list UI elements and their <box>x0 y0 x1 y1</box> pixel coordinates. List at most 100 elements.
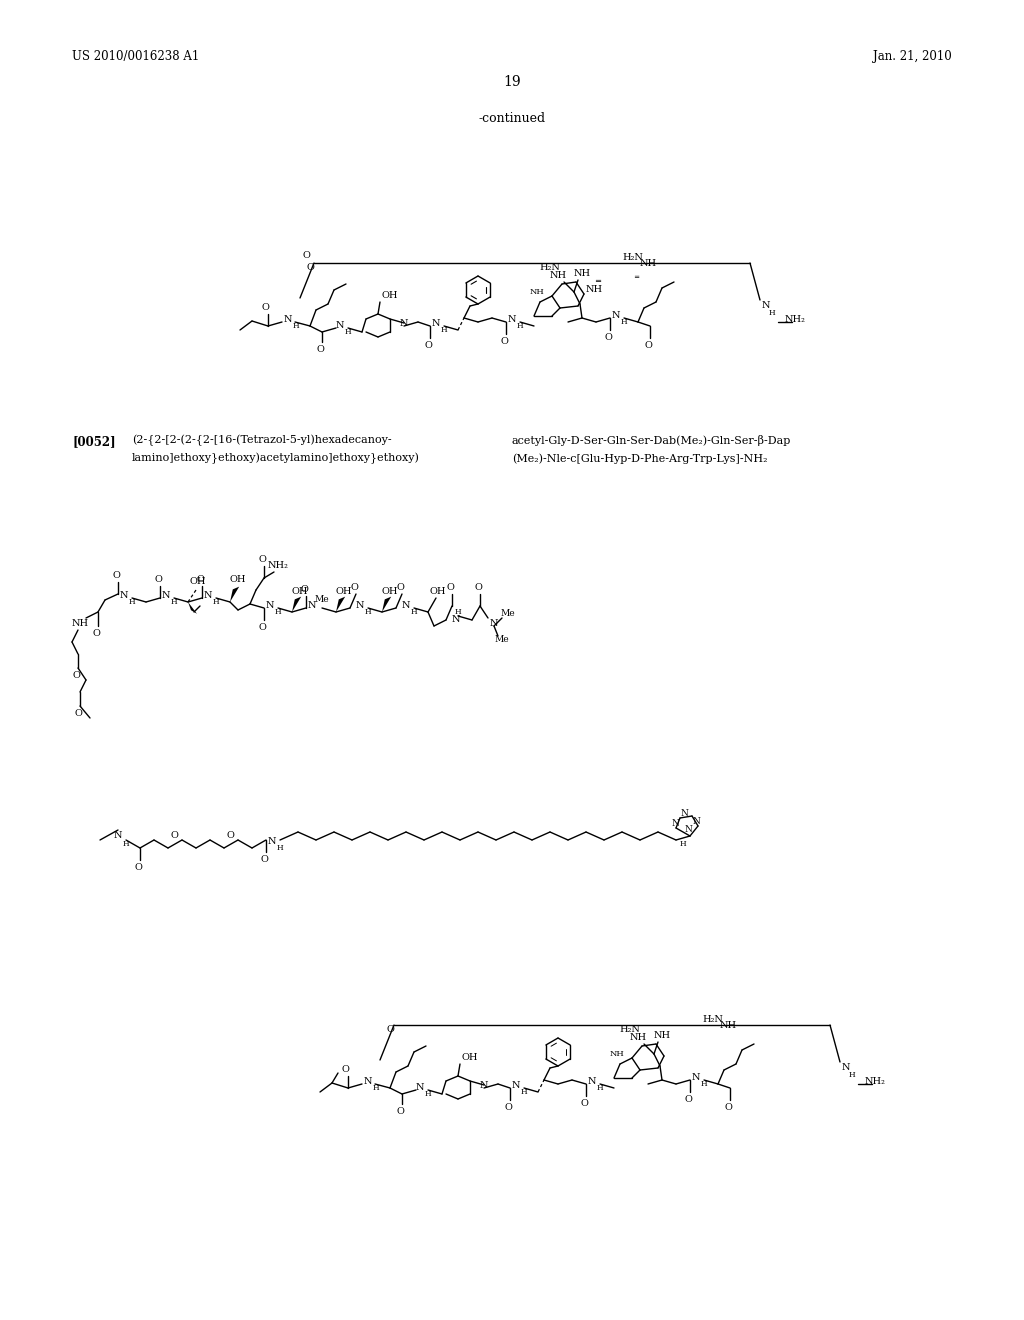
Text: O: O <box>260 854 268 863</box>
Text: O: O <box>350 582 358 591</box>
Text: OH: OH <box>292 587 308 597</box>
Text: NH: NH <box>609 1049 625 1059</box>
Text: NH: NH <box>586 285 602 294</box>
Text: N: N <box>671 820 679 829</box>
Text: NH₂: NH₂ <box>865 1077 886 1086</box>
Text: N: N <box>432 319 440 329</box>
Text: O: O <box>341 1064 349 1073</box>
Text: N: N <box>452 615 460 624</box>
Text: O: O <box>500 337 508 346</box>
Text: Me: Me <box>501 610 515 619</box>
Polygon shape <box>382 597 391 612</box>
Text: N: N <box>399 318 409 327</box>
Text: O: O <box>504 1102 512 1111</box>
Text: O: O <box>258 623 266 631</box>
Text: N: N <box>692 1073 700 1082</box>
Text: H: H <box>517 322 523 330</box>
Text: 19: 19 <box>503 75 521 88</box>
Text: N: N <box>364 1077 373 1086</box>
Text: OH: OH <box>462 1053 478 1063</box>
Text: O: O <box>258 554 266 564</box>
Text: H: H <box>769 309 775 317</box>
Text: H₂N: H₂N <box>622 253 643 263</box>
Polygon shape <box>188 602 197 614</box>
Text: O: O <box>316 345 324 354</box>
Text: ═: ═ <box>596 279 600 286</box>
Text: O: O <box>386 1026 394 1035</box>
Text: N: N <box>267 837 276 846</box>
Text: N: N <box>611 312 621 321</box>
Text: Jan. 21, 2010: Jan. 21, 2010 <box>873 50 952 63</box>
Text: N: N <box>204 591 212 601</box>
Text: N: N <box>680 809 688 818</box>
Text: OH: OH <box>382 587 398 597</box>
Text: O: O <box>154 574 162 583</box>
Text: N: N <box>512 1081 520 1090</box>
Text: N: N <box>489 619 499 628</box>
Text: N: N <box>842 1064 850 1072</box>
Text: H: H <box>680 840 686 847</box>
Text: NH₂: NH₂ <box>267 561 289 570</box>
Polygon shape <box>336 597 345 612</box>
Text: H: H <box>365 609 372 616</box>
Text: H: H <box>520 1088 527 1096</box>
Text: O: O <box>196 574 204 583</box>
Text: N: N <box>416 1084 424 1093</box>
Text: NH₂: NH₂ <box>785 315 806 325</box>
Text: OH: OH <box>430 587 446 597</box>
Text: OH: OH <box>189 578 206 586</box>
Text: NH: NH <box>72 619 88 628</box>
Text: N: N <box>588 1077 596 1086</box>
Text: N: N <box>508 315 516 325</box>
Polygon shape <box>292 597 301 612</box>
Text: -continued: -continued <box>478 112 546 125</box>
Text: H: H <box>276 843 284 851</box>
Text: N: N <box>692 817 700 826</box>
Text: NH: NH <box>630 1034 646 1043</box>
Text: H: H <box>440 326 447 334</box>
Text: H: H <box>129 598 135 606</box>
Text: O: O <box>396 1106 403 1115</box>
Text: O: O <box>112 570 120 579</box>
Text: H: H <box>345 327 351 337</box>
Text: N: N <box>684 825 692 834</box>
Text: OH: OH <box>229 576 246 585</box>
Text: O: O <box>604 333 612 342</box>
Text: O: O <box>92 628 100 638</box>
Text: H: H <box>274 609 282 616</box>
Text: H₂N: H₂N <box>620 1026 640 1035</box>
Text: O: O <box>724 1102 732 1111</box>
Text: H: H <box>293 322 299 330</box>
Text: H: H <box>213 598 219 606</box>
Text: O: O <box>302 252 310 260</box>
Text: H: H <box>597 1084 603 1092</box>
Text: H: H <box>411 609 418 616</box>
Text: Me: Me <box>314 595 330 605</box>
Text: O: O <box>300 585 308 594</box>
Text: N: N <box>266 602 274 610</box>
Text: O: O <box>684 1094 692 1104</box>
Text: H: H <box>455 609 462 616</box>
Text: O: O <box>306 264 314 272</box>
Text: O: O <box>170 830 178 840</box>
Text: ═: ═ <box>634 272 638 280</box>
Text: O: O <box>226 830 233 840</box>
Text: NH: NH <box>573 269 591 279</box>
Text: O: O <box>474 582 482 591</box>
Text: O: O <box>644 341 652 350</box>
Text: O: O <box>396 582 403 591</box>
Text: H: H <box>621 318 628 326</box>
Text: O: O <box>446 582 454 591</box>
Text: H: H <box>373 1084 379 1092</box>
Text: N: N <box>162 591 170 601</box>
Text: NH: NH <box>529 288 545 296</box>
Text: NH: NH <box>639 260 656 268</box>
Text: H: H <box>849 1071 855 1078</box>
Text: N: N <box>355 602 365 610</box>
Text: N: N <box>120 591 128 601</box>
Text: O: O <box>134 862 142 871</box>
Text: H₂N: H₂N <box>702 1015 723 1024</box>
Text: H: H <box>123 840 129 847</box>
Text: H₂N: H₂N <box>540 264 560 272</box>
Text: O: O <box>261 302 269 312</box>
